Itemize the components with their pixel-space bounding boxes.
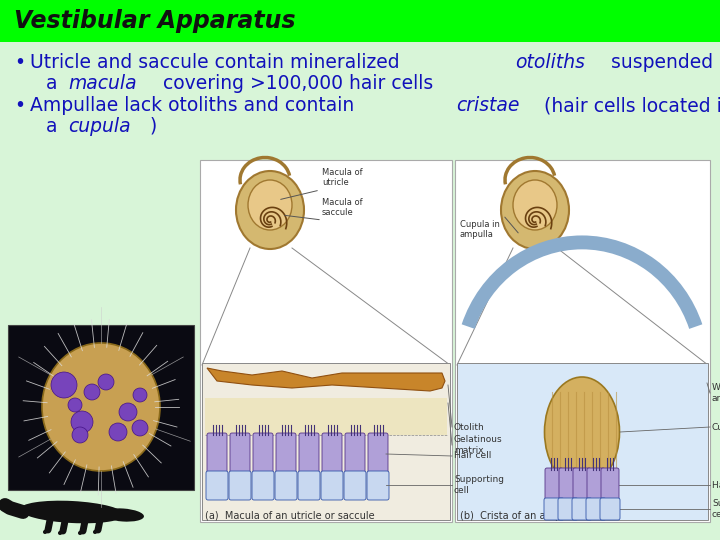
Text: cupula: cupula	[68, 117, 131, 136]
Circle shape	[98, 374, 114, 390]
Circle shape	[68, 398, 82, 412]
Text: Otolith: Otolith	[454, 422, 485, 431]
Text: Gelatinous
matrix: Gelatinous matrix	[454, 435, 503, 455]
Text: •: •	[14, 53, 25, 72]
FancyBboxPatch shape	[229, 471, 251, 500]
Text: Wall of
ampulla: Wall of ampulla	[712, 383, 720, 403]
Circle shape	[119, 403, 137, 421]
Text: (a)  Macula of an utricle or saccule: (a) Macula of an utricle or saccule	[205, 511, 374, 521]
FancyBboxPatch shape	[206, 471, 228, 500]
FancyBboxPatch shape	[587, 468, 605, 502]
Circle shape	[133, 388, 147, 402]
FancyBboxPatch shape	[0, 0, 720, 42]
FancyBboxPatch shape	[202, 363, 450, 520]
FancyBboxPatch shape	[252, 471, 274, 500]
FancyBboxPatch shape	[573, 468, 591, 502]
Text: Hair cell: Hair cell	[454, 451, 491, 461]
Ellipse shape	[513, 180, 557, 230]
FancyBboxPatch shape	[205, 398, 447, 435]
Polygon shape	[207, 368, 445, 391]
Text: macula: macula	[68, 74, 138, 93]
Text: a: a	[46, 117, 63, 136]
FancyBboxPatch shape	[298, 471, 320, 500]
FancyBboxPatch shape	[559, 468, 577, 502]
FancyBboxPatch shape	[321, 471, 343, 500]
Circle shape	[84, 384, 100, 400]
Circle shape	[132, 420, 148, 436]
Text: a: a	[46, 74, 63, 93]
FancyBboxPatch shape	[276, 433, 296, 475]
FancyBboxPatch shape	[230, 433, 250, 475]
Ellipse shape	[102, 508, 144, 522]
Text: Cupula in
ampulla: Cupula in ampulla	[460, 220, 500, 239]
Text: cristae: cristae	[456, 96, 520, 115]
FancyBboxPatch shape	[572, 498, 592, 520]
Ellipse shape	[19, 501, 125, 523]
FancyBboxPatch shape	[544, 498, 564, 520]
Circle shape	[71, 411, 93, 433]
FancyBboxPatch shape	[8, 325, 194, 490]
Text: ): )	[149, 117, 157, 136]
Text: (b)  Crista of an ampulla: (b) Crista of an ampulla	[460, 511, 579, 521]
Ellipse shape	[236, 171, 304, 249]
Circle shape	[51, 372, 77, 398]
Ellipse shape	[544, 377, 619, 487]
FancyBboxPatch shape	[457, 363, 708, 520]
FancyBboxPatch shape	[601, 468, 619, 502]
Text: Macula of
saccule: Macula of saccule	[322, 198, 363, 217]
Circle shape	[109, 423, 127, 441]
Text: Cupula: Cupula	[712, 422, 720, 431]
FancyBboxPatch shape	[455, 160, 710, 522]
Text: covering >100,000 hair cells: covering >100,000 hair cells	[157, 74, 433, 93]
FancyBboxPatch shape	[322, 433, 342, 475]
Text: Hair cell: Hair cell	[712, 481, 720, 489]
Text: Supporting
cell: Supporting cell	[712, 500, 720, 519]
Text: Utricle and saccule contain mineralized: Utricle and saccule contain mineralized	[30, 53, 405, 72]
FancyBboxPatch shape	[275, 471, 297, 500]
FancyBboxPatch shape	[345, 433, 365, 475]
FancyBboxPatch shape	[299, 433, 319, 475]
FancyBboxPatch shape	[344, 471, 366, 500]
Text: (hair cells located in: (hair cells located in	[538, 96, 720, 115]
FancyBboxPatch shape	[600, 498, 620, 520]
FancyBboxPatch shape	[586, 498, 606, 520]
Text: Ampullae lack otoliths and contain: Ampullae lack otoliths and contain	[30, 96, 360, 115]
Text: Vestibular Apparatus: Vestibular Apparatus	[14, 9, 296, 33]
Ellipse shape	[248, 180, 292, 230]
FancyBboxPatch shape	[367, 471, 389, 500]
Text: suspended in: suspended in	[605, 53, 720, 72]
Ellipse shape	[42, 343, 160, 471]
FancyBboxPatch shape	[253, 433, 273, 475]
FancyBboxPatch shape	[558, 498, 578, 520]
Text: Macula of
utricle: Macula of utricle	[322, 167, 363, 187]
Circle shape	[72, 427, 88, 443]
Text: otoliths: otoliths	[515, 53, 585, 72]
FancyBboxPatch shape	[200, 160, 452, 522]
FancyBboxPatch shape	[545, 468, 563, 502]
Text: •: •	[14, 96, 25, 115]
FancyBboxPatch shape	[368, 433, 388, 475]
Ellipse shape	[501, 171, 569, 249]
FancyBboxPatch shape	[207, 433, 227, 475]
Text: Supporting
cell: Supporting cell	[454, 475, 504, 495]
